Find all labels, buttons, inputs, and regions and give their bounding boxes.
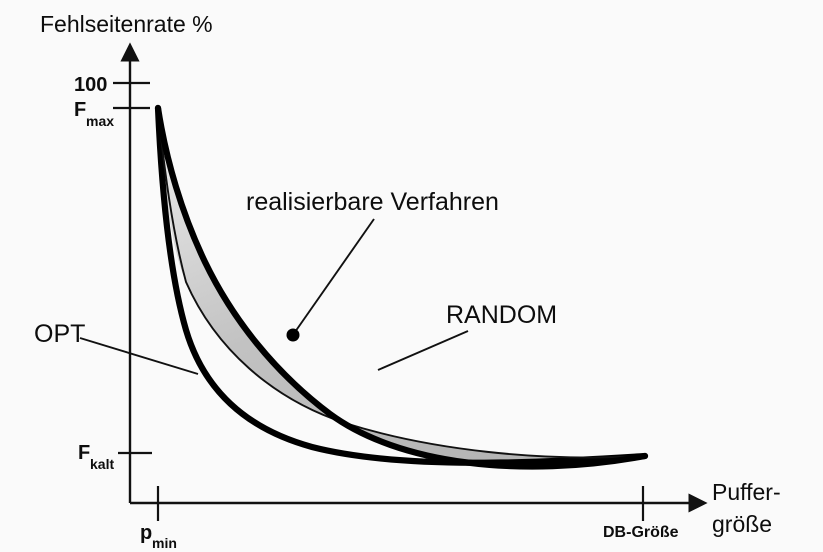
- annotation-realisierbare-verfahren: realisierbare Verfahren: [246, 188, 499, 216]
- y-tick-label-fmax-subscript: max: [86, 113, 114, 129]
- y-axis-title: Fehlseitenrate %: [40, 11, 213, 37]
- annotation-random: RANDOM: [446, 301, 557, 329]
- x-axis-title-line2: größe: [712, 511, 772, 537]
- y-tick-label-fkalt: F: [78, 442, 90, 464]
- curve-random: [154, 104, 649, 470]
- x-tick-label-dbgroesse: DB-Größe: [603, 524, 679, 541]
- y-tick-label-fmax: F: [74, 99, 86, 121]
- y-tick-label-100: 100: [74, 74, 107, 96]
- x-axis-title-line1: Puffer-: [712, 479, 781, 505]
- leader-line-opt: [79, 337, 199, 375]
- x-tick-label-pmin: p: [140, 522, 152, 544]
- leader-line-realisierbare-verfahren: [294, 218, 375, 333]
- marker-dot-realisierbare-verfahren: [286, 328, 300, 342]
- curve-realisierbare-lower-bound: [157, 107, 646, 459]
- annotation-opt: OPT: [34, 320, 85, 348]
- curve-opt: [154, 104, 649, 466]
- leader-line-random: [377, 330, 469, 371]
- shaded-region-realisierbare-verfahren: [158, 108, 645, 467]
- y-tick-label-fkalt-subscript: kalt: [90, 456, 114, 472]
- x-tick-label-pmin-subscript: min: [152, 535, 177, 551]
